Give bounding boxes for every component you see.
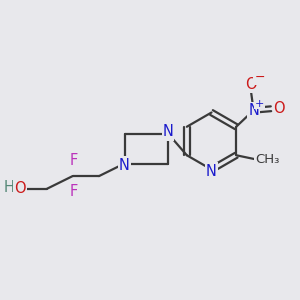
Text: HO: HO — [3, 180, 26, 195]
Text: +: + — [255, 99, 265, 109]
Text: N: N — [163, 124, 173, 140]
Text: O: O — [14, 181, 26, 196]
Text: N: N — [119, 158, 130, 172]
Text: F: F — [70, 153, 78, 168]
Text: N: N — [206, 164, 217, 178]
Text: H: H — [4, 180, 14, 195]
Text: N: N — [248, 103, 259, 118]
Text: F: F — [70, 184, 78, 199]
Text: CH₃: CH₃ — [255, 153, 280, 166]
Text: O: O — [245, 77, 257, 92]
Text: O: O — [274, 101, 285, 116]
Text: −: − — [254, 71, 265, 84]
